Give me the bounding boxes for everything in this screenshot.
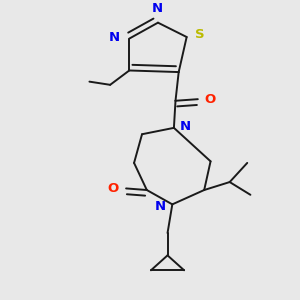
Text: N: N — [109, 31, 120, 44]
Text: N: N — [155, 200, 166, 213]
Text: N: N — [152, 2, 163, 15]
Text: N: N — [180, 120, 191, 133]
Text: O: O — [205, 93, 216, 106]
Text: S: S — [195, 28, 204, 41]
Text: O: O — [108, 182, 119, 195]
